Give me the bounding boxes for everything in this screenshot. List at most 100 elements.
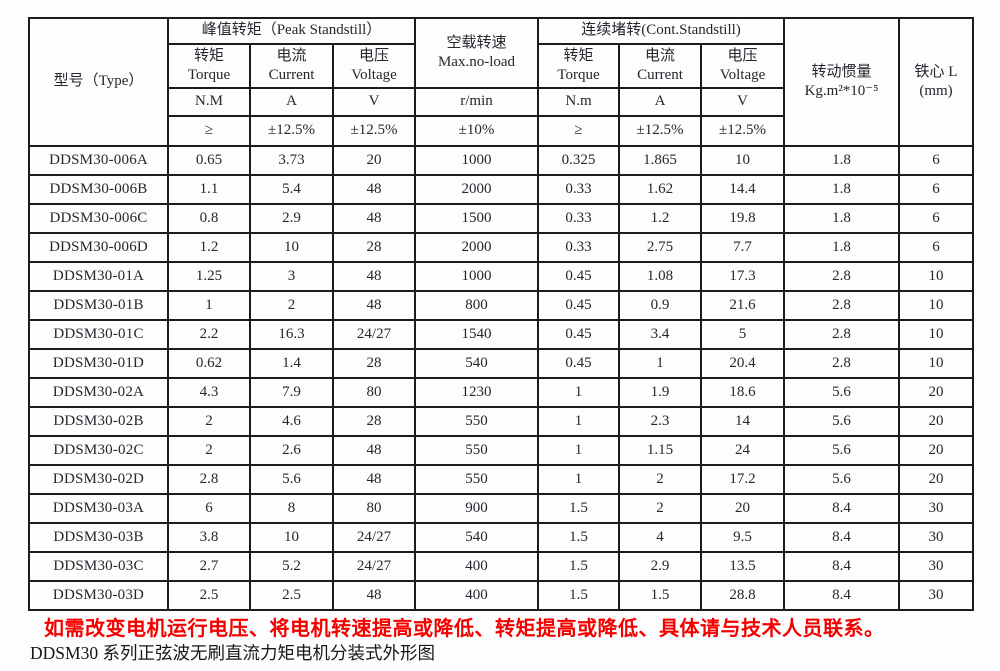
- cell-noload-speed: 400: [414, 580, 539, 611]
- label-en: Voltage: [719, 67, 766, 83]
- cell-noload-speed: 1500: [414, 203, 539, 234]
- unit-cont-torque: N.m: [537, 87, 620, 117]
- cell-peak-voltage: 48: [332, 290, 416, 321]
- cell-core-l: 6: [898, 174, 975, 205]
- cell-peak-current: 3: [249, 261, 334, 292]
- cell-model: DDSM30-02D: [28, 464, 169, 495]
- cell-peak-current: 16.3: [249, 319, 334, 350]
- cell-peak-torque: 1.1: [167, 174, 251, 205]
- cell-cont-torque: 1: [537, 377, 620, 408]
- cell-peak-torque: 2.8: [167, 464, 251, 495]
- table-header: 型号（Type） 峰值转矩（Peak Standstill） 空载转速 Max.…: [28, 17, 975, 147]
- header-cont-current: 电流 Current: [618, 43, 702, 89]
- table-row: DDSM30-02B 2 4.6 28 550 1 2.3 14 5.6 20: [28, 406, 975, 437]
- cell-cont-torque: 1.5: [537, 551, 620, 582]
- header-cont-voltage: 电压 Voltage: [699, 43, 786, 89]
- cell-peak-voltage: 48: [332, 580, 416, 611]
- cell-peak-current: 3.73: [249, 145, 334, 176]
- unit-peak-torque: N.M: [167, 87, 251, 117]
- header-inertia: 转动惯量 Kg.m²*10⁻⁵: [783, 17, 901, 147]
- cell-cont-torque: 1: [537, 464, 620, 495]
- cell-cont-voltage: 21.6: [699, 290, 786, 321]
- header-peak-torque: 转矩 Torque: [167, 43, 251, 89]
- cell-inertia: 1.8: [783, 232, 901, 263]
- cell-model: DDSM30-03C: [28, 551, 169, 582]
- cell-peak-voltage: 28: [332, 348, 416, 379]
- cell-cont-voltage: 10: [699, 145, 786, 176]
- cell-core-l: 6: [898, 203, 975, 234]
- tol-peak-current: ±12.5%: [249, 115, 334, 147]
- cell-peak-voltage: 48: [332, 261, 416, 292]
- cell-model: DDSM30-006C: [28, 203, 169, 234]
- cell-core-l: 20: [898, 406, 975, 437]
- cell-noload-speed: 2000: [414, 174, 539, 205]
- cell-core-l: 10: [898, 348, 975, 379]
- cell-cont-torque: 0.33: [537, 203, 620, 234]
- cell-peak-voltage: 28: [332, 406, 416, 437]
- cell-cont-torque: 1.5: [537, 522, 620, 553]
- table-row: DDSM30-03C 2.7 5.2 24/27 400 1.5 2.9 13.5 8.4 30: [28, 551, 975, 582]
- cell-noload-speed: 550: [414, 435, 539, 466]
- cell-core-l: 6: [898, 232, 975, 263]
- cell-inertia: 2.8: [783, 319, 901, 350]
- cell-model: DDSM30-01C: [28, 319, 169, 350]
- cell-cont-voltage: 24: [699, 435, 786, 466]
- tol-noload-speed: ±10%: [414, 115, 539, 147]
- cell-noload-speed: 550: [414, 464, 539, 495]
- cell-cont-current: 2: [618, 493, 702, 524]
- cell-inertia: 2.8: [783, 261, 901, 292]
- cell-cont-current: 4: [618, 522, 702, 553]
- header-peak-group: 峰值转矩（Peak Standstill）: [167, 17, 416, 45]
- header-row-units: N.M A V r/min N.m A V: [29, 87, 973, 117]
- cell-cont-torque: 1: [537, 406, 620, 437]
- label-cn: 转矩: [563, 48, 594, 64]
- cell-cont-current: 1.62: [618, 174, 702, 205]
- cell-noload-speed: 1000: [414, 261, 539, 292]
- cell-peak-torque: 2.5: [167, 580, 251, 611]
- label-cn: 转矩: [193, 48, 224, 64]
- cell-peak-voltage: 24/27: [332, 551, 416, 582]
- voltage-change-note: 如需改变电机运行电压、将电机转速提高或降低、转矩提高或降低、具体请与技术人员联系…: [44, 618, 885, 640]
- cell-model: DDSM30-006A: [28, 145, 169, 176]
- cell-cont-voltage: 19.8: [699, 203, 786, 234]
- label-cn: 电流: [644, 48, 675, 64]
- header-noload-en: Max.no-load: [437, 54, 516, 70]
- unit-peak-current: A: [249, 87, 334, 117]
- table-row: DDSM30-006B 1.1 5.4 48 2000 0.33 1.62 14.4 1.8 6: [28, 174, 975, 205]
- cell-cont-voltage: 7.7: [699, 232, 786, 263]
- cell-peak-torque: 1.25: [167, 261, 251, 292]
- cell-peak-voltage: 80: [332, 377, 416, 408]
- cell-peak-current: 5.4: [249, 174, 334, 205]
- header-core-cn: 铁心 L: [914, 64, 958, 80]
- table-row: DDSM30-01C 2.2 16.3 24/27 1540 0.45 3.4 5 2.8 10: [28, 319, 975, 350]
- table-row: DDSM30-01B 1 2 48 800 0.45 0.9 21.6 2.8 10: [28, 290, 975, 321]
- cell-peak-torque: 2: [167, 435, 251, 466]
- cell-peak-voltage: 28: [332, 232, 416, 263]
- cell-noload-speed: 400: [414, 551, 539, 582]
- cell-model: DDSM30-02A: [28, 377, 169, 408]
- unit-peak-voltage: V: [332, 87, 416, 117]
- cell-peak-current: 5.2: [249, 551, 334, 582]
- label-cn: 电压: [727, 48, 758, 64]
- header-cont-torque: 转矩 Torque: [537, 43, 620, 89]
- cell-peak-current: 2: [249, 290, 334, 321]
- cell-cont-voltage: 9.5: [699, 522, 786, 553]
- table-row: DDSM30-01D 0.62 1.4 28 540 0.45 1 20.4 2.8 10: [28, 348, 975, 379]
- cell-cont-current: 3.4: [618, 319, 702, 350]
- label-cn: 电流: [276, 48, 307, 64]
- cell-model: DDSM30-02C: [28, 435, 169, 466]
- cell-model: DDSM30-01B: [28, 290, 169, 321]
- cell-cont-voltage: 5: [699, 319, 786, 350]
- tol-cont-voltage: ±12.5%: [699, 115, 786, 147]
- cell-model: DDSM30-01A: [28, 261, 169, 292]
- cell-noload-speed: 1540: [414, 319, 539, 350]
- cell-cont-voltage: 20: [699, 493, 786, 524]
- cell-peak-torque: 3.8: [167, 522, 251, 553]
- cell-cont-current: 1.865: [618, 145, 702, 176]
- label-en: Current: [268, 67, 315, 83]
- label-en: Voltage: [351, 67, 397, 83]
- cell-peak-torque: 0.62: [167, 348, 251, 379]
- table-row: DDSM30-03D 2.5 2.5 48 400 1.5 1.5 28.8 8.4 30: [28, 580, 975, 611]
- cell-cont-voltage: 14.4: [699, 174, 786, 205]
- header-core-unit: (mm): [919, 83, 953, 99]
